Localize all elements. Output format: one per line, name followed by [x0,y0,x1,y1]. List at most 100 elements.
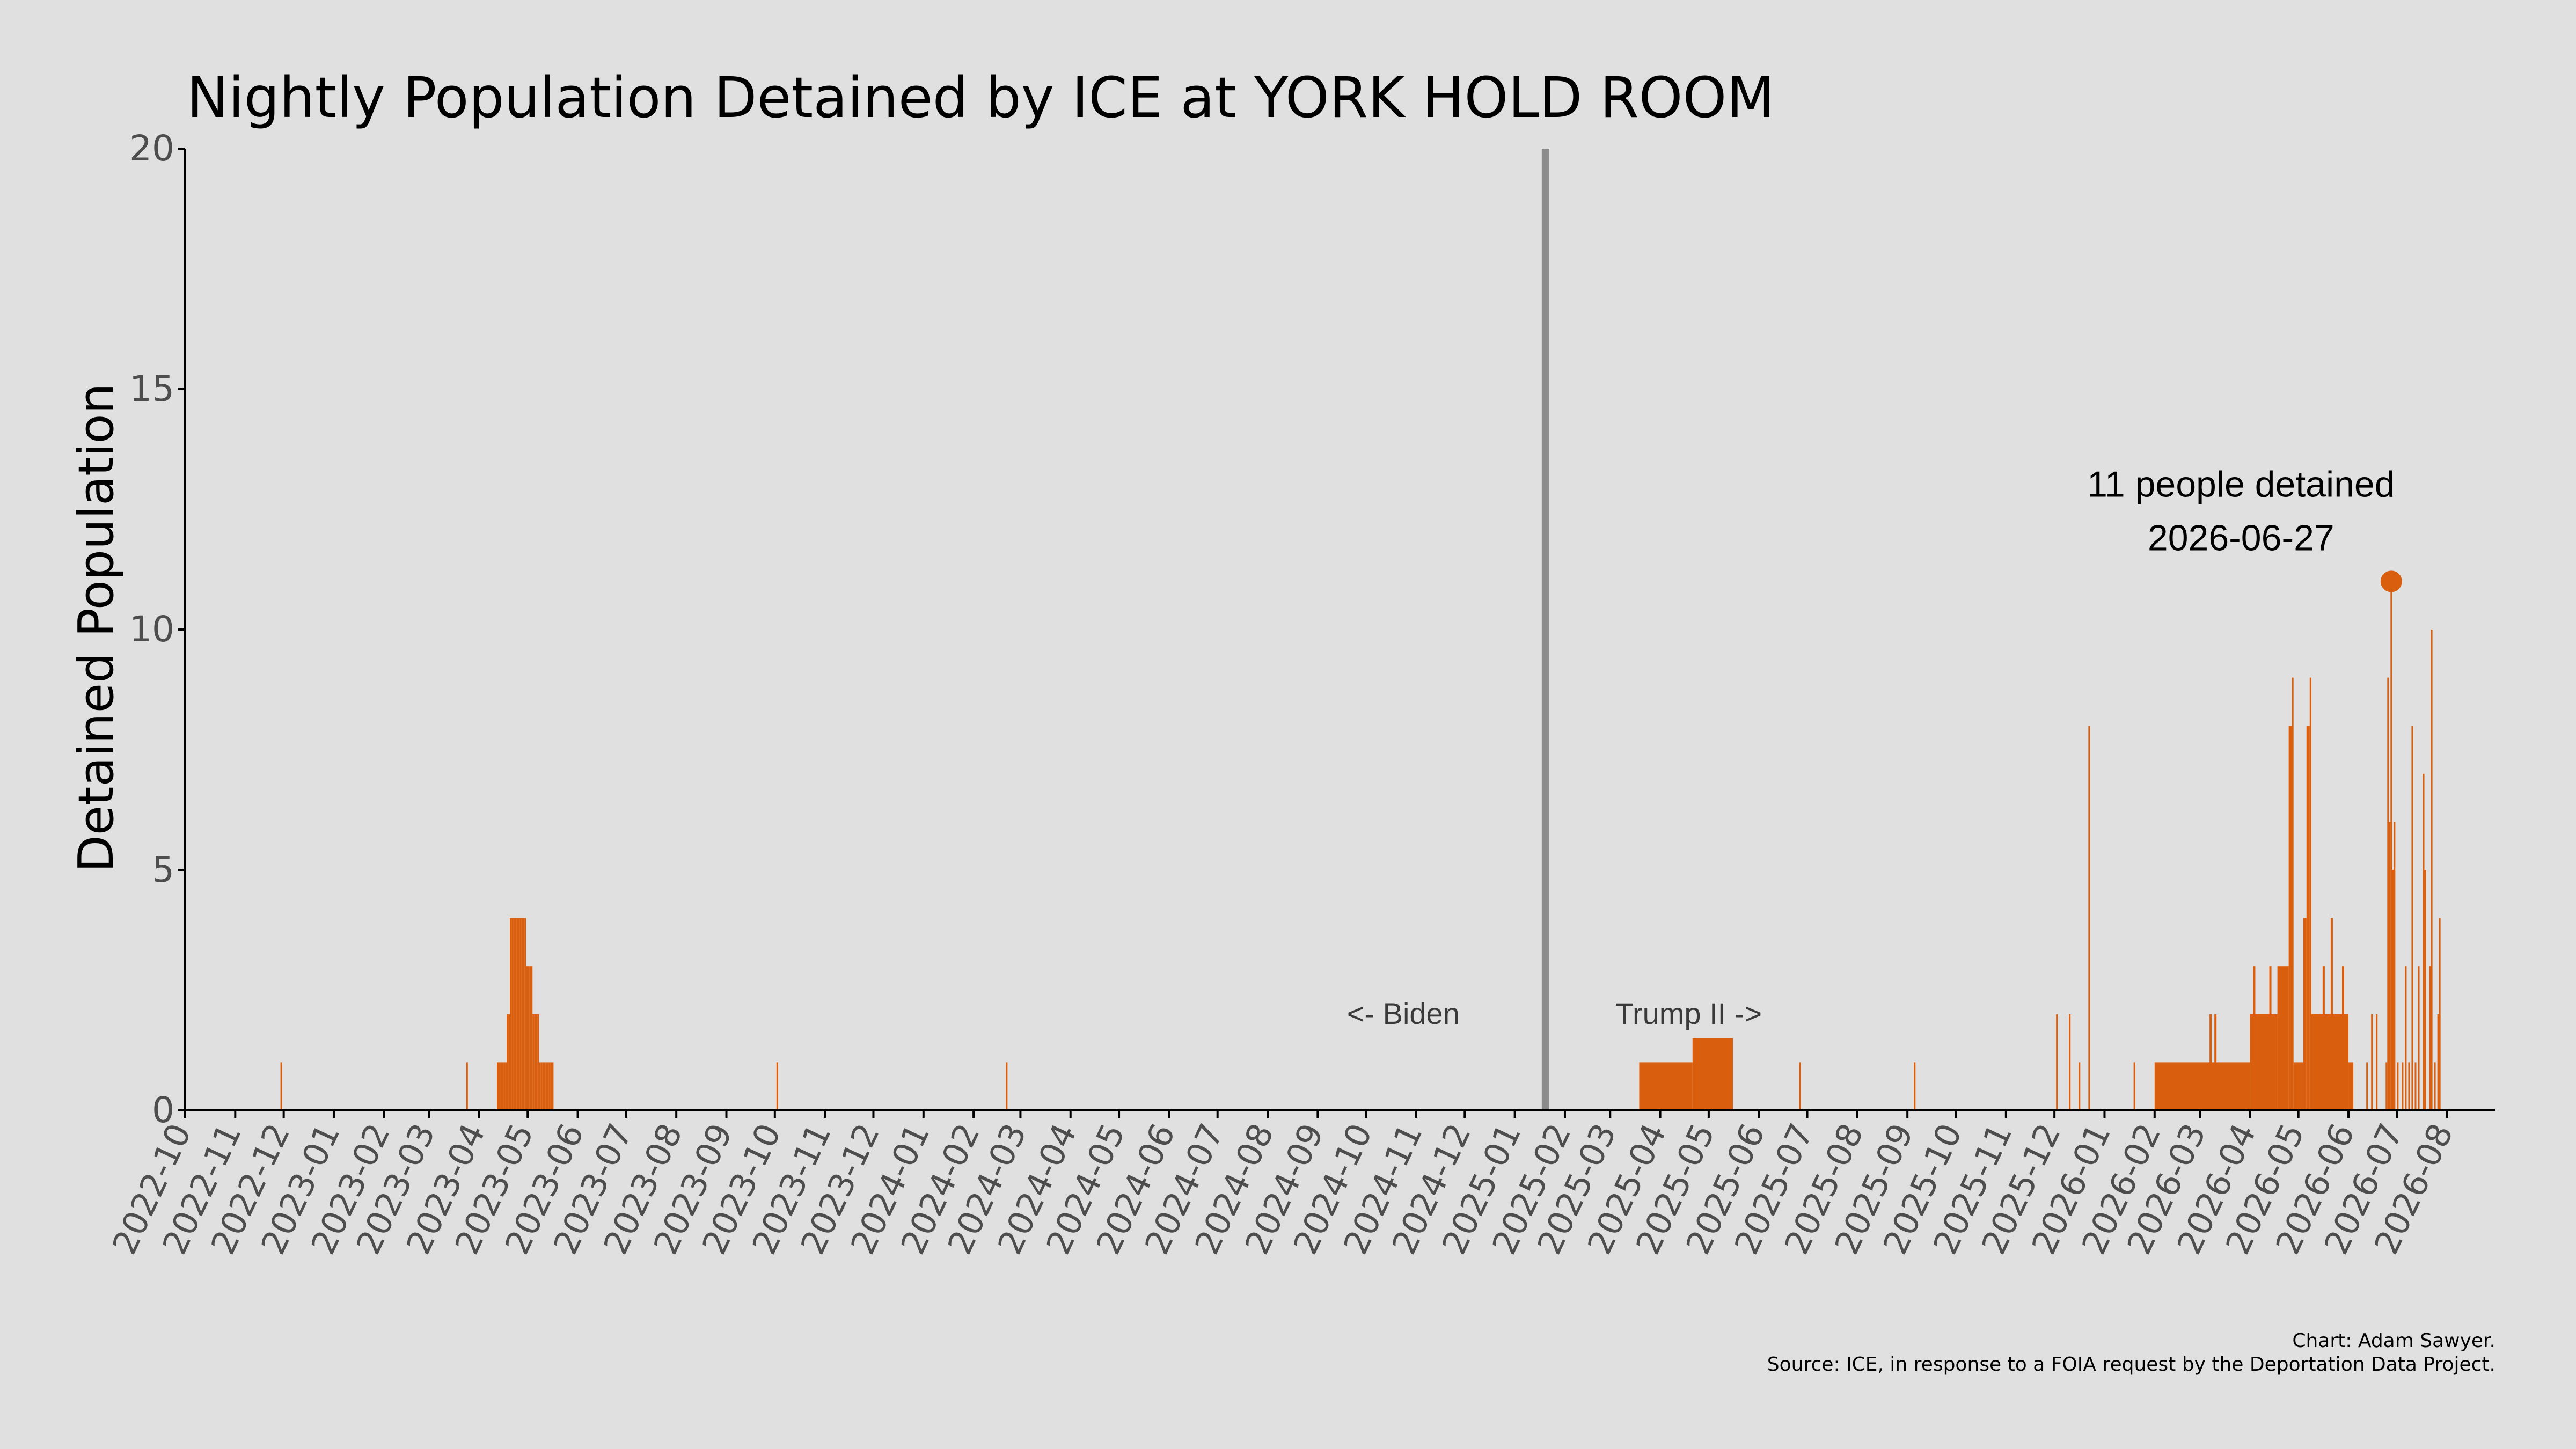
bar [513,918,515,1110]
y-tick-label: 5 [152,849,174,890]
bar [508,1014,510,1110]
peak-annotation: 11 people detained 2026-06-27 [2087,464,2402,592]
y-tick-label: 20 [129,128,174,169]
bar [2414,1062,2417,1110]
chart-title: Nightly Population Detained by ICE at YO… [187,65,1775,130]
bar [2431,630,2433,1110]
bar [2402,1062,2404,1110]
bar [524,918,526,1110]
bar [521,918,523,1110]
bar [540,1062,543,1110]
bar [2390,581,2392,1110]
bar [2088,726,2090,1110]
bar [2408,1062,2410,1110]
bar [552,1062,554,1110]
bar-range [2277,966,2289,1110]
bar [2423,773,2425,1110]
bar [547,1062,549,1110]
bar [500,1062,502,1110]
bar [2405,966,2407,1110]
bar-spike [2253,966,2256,1110]
bar [2133,1062,2135,1110]
bar [2437,1014,2439,1110]
bar [497,1062,499,1110]
bar [2439,918,2441,1110]
bar [280,1062,282,1110]
bar-spike [2269,966,2272,1110]
bar-range [2348,1062,2354,1110]
bar [550,1062,552,1110]
bar [502,1062,504,1110]
peak-annotation-count: 11 people detained [2087,464,2395,504]
peak-marker [2380,570,2402,592]
bar [523,918,525,1110]
bar [2429,966,2431,1110]
bar [2434,1062,2436,1110]
credit-source: Source: ICE, in response to a FOIA reque… [1767,1353,2496,1375]
bar [526,966,528,1110]
bar [2069,1014,2071,1110]
bar [528,966,530,1110]
bar [776,1062,778,1110]
bar [2397,1062,2399,1110]
bar-range [2309,677,2311,1110]
bar-range [2288,726,2292,1110]
bar [1799,1062,1801,1110]
bar [507,1014,509,1110]
bar-range [2306,726,2310,1110]
bar [2424,870,2426,1110]
bar [2056,1014,2058,1110]
bar [544,1062,546,1110]
bar-spike [2209,1014,2212,1110]
bar [505,1062,507,1110]
bar [515,918,517,1110]
bar [531,966,533,1110]
y-axis-label: Detained Population [68,383,125,872]
bar [511,918,514,1110]
bar [519,918,522,1110]
bar-range [2292,677,2294,1110]
bar [466,1062,468,1110]
bar [532,1014,535,1110]
bar [2385,1062,2388,1110]
bar [499,1062,501,1110]
bar [2371,1014,2373,1110]
bar-spike [2342,966,2345,1110]
era-label-biden: <- Biden [1347,997,1460,1030]
bars-group [280,581,2441,1110]
bar [536,1014,538,1110]
bar [2418,966,2420,1110]
bar [2394,822,2396,1110]
y-tick-label: 15 [129,368,174,409]
bar [1006,1062,1008,1110]
bar [542,1062,544,1110]
bar [537,1014,539,1110]
bar [516,918,518,1110]
bar [1914,1062,1916,1110]
bar [2392,870,2394,1110]
bar-range [1639,1062,1693,1110]
peak-annotation-date: 2026-06-27 [2148,517,2334,558]
bar-range [2293,1062,2303,1110]
credit-author: Chart: Adam Sawyer. [2292,1330,2496,1352]
y-tick-label: 0 [152,1089,174,1131]
bar-range [2154,1062,2250,1110]
bar [2079,1062,2081,1110]
bar [518,918,520,1110]
axes-group: 051015202022-102022-112022-122023-012023… [105,128,2496,1260]
bar [545,1062,547,1110]
bar-range [1692,1038,1733,1110]
bar [534,1014,536,1110]
bar-range [2303,918,2307,1110]
bar-spike [2322,966,2325,1110]
bar [529,966,531,1110]
bar [539,1062,541,1110]
bar-spike [2330,918,2333,1110]
bar-spike [2214,1014,2217,1110]
bar [2387,677,2389,1110]
y-tick-label: 10 [129,609,174,650]
bar [503,1062,506,1110]
bar [548,1062,551,1110]
bar [510,918,512,1110]
